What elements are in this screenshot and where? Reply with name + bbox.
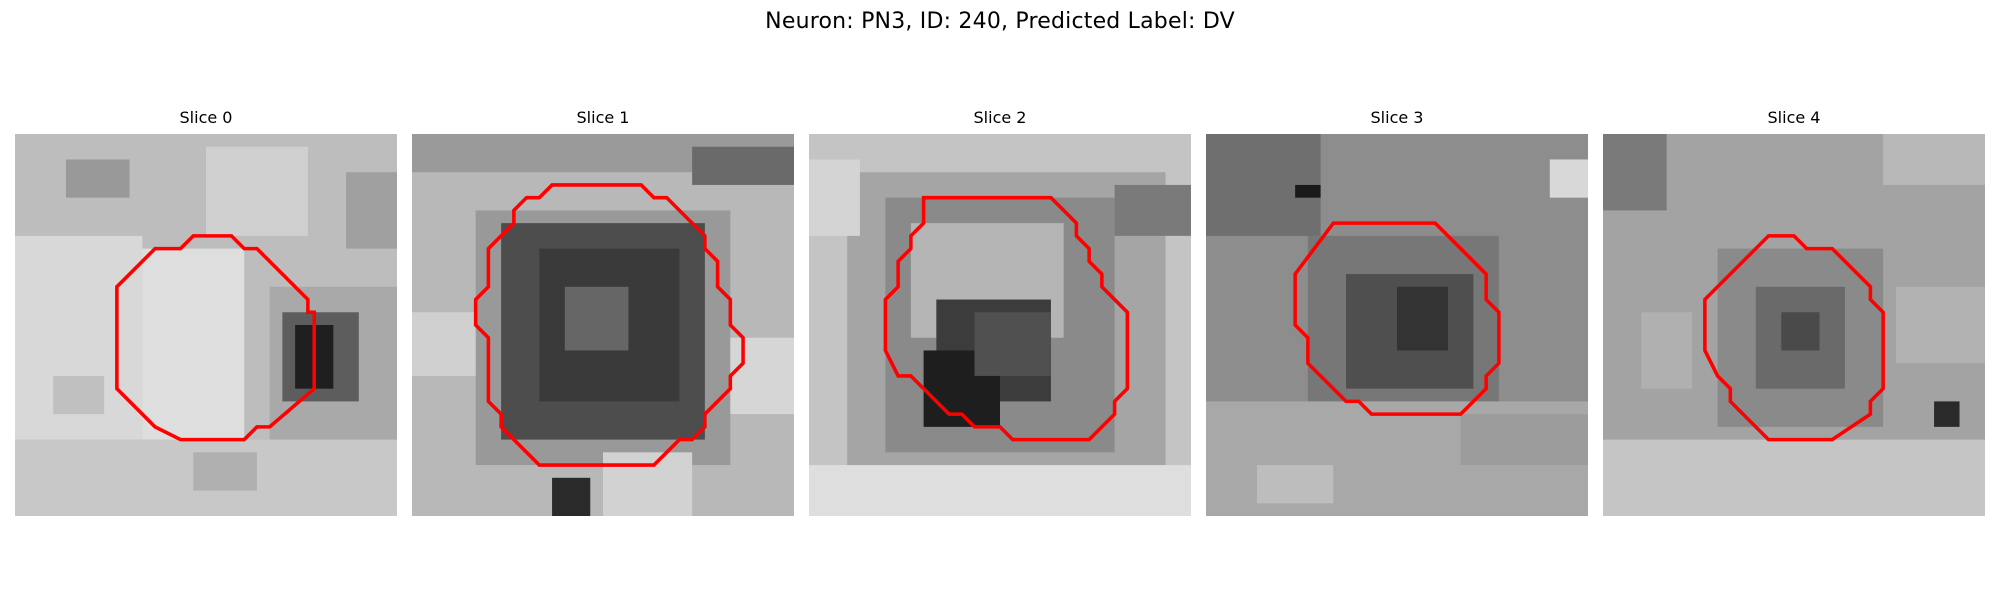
slice-title: Slice 1 [576,108,630,127]
slice-panel-4: Slice 4 [1603,108,1985,518]
grayscale-texture [15,134,397,516]
neuron-contour [473,183,745,467]
grayscale-texture [412,134,794,516]
slice-panel-1: Slice 1 [412,108,794,518]
slice-image [1206,134,1588,516]
slice-image [15,134,397,516]
neuron-contour [115,234,317,442]
grayscale-texture [809,134,1191,516]
slice-panel-2: Slice 2 [809,108,1191,518]
slice-image [809,134,1191,516]
slice-image [1603,134,1985,516]
neuron-contour [1293,221,1501,416]
slice-panel-3: Slice 3 [1206,108,1588,518]
slice-title: Slice 4 [1767,108,1821,127]
grayscale-texture [1603,134,1985,516]
slice-image [412,134,794,516]
grayscale-texture [1206,134,1588,516]
neuron-contour [883,195,1130,442]
slice-title: Slice 2 [973,108,1027,127]
slice-title: Slice 0 [179,108,233,127]
slice-title: Slice 3 [1370,108,1424,127]
slice-panel-0: Slice 0 [15,108,397,518]
figure-title: Neuron: PN3, ID: 240, Predicted Label: D… [765,9,1235,34]
neuron-contour [1703,234,1885,442]
